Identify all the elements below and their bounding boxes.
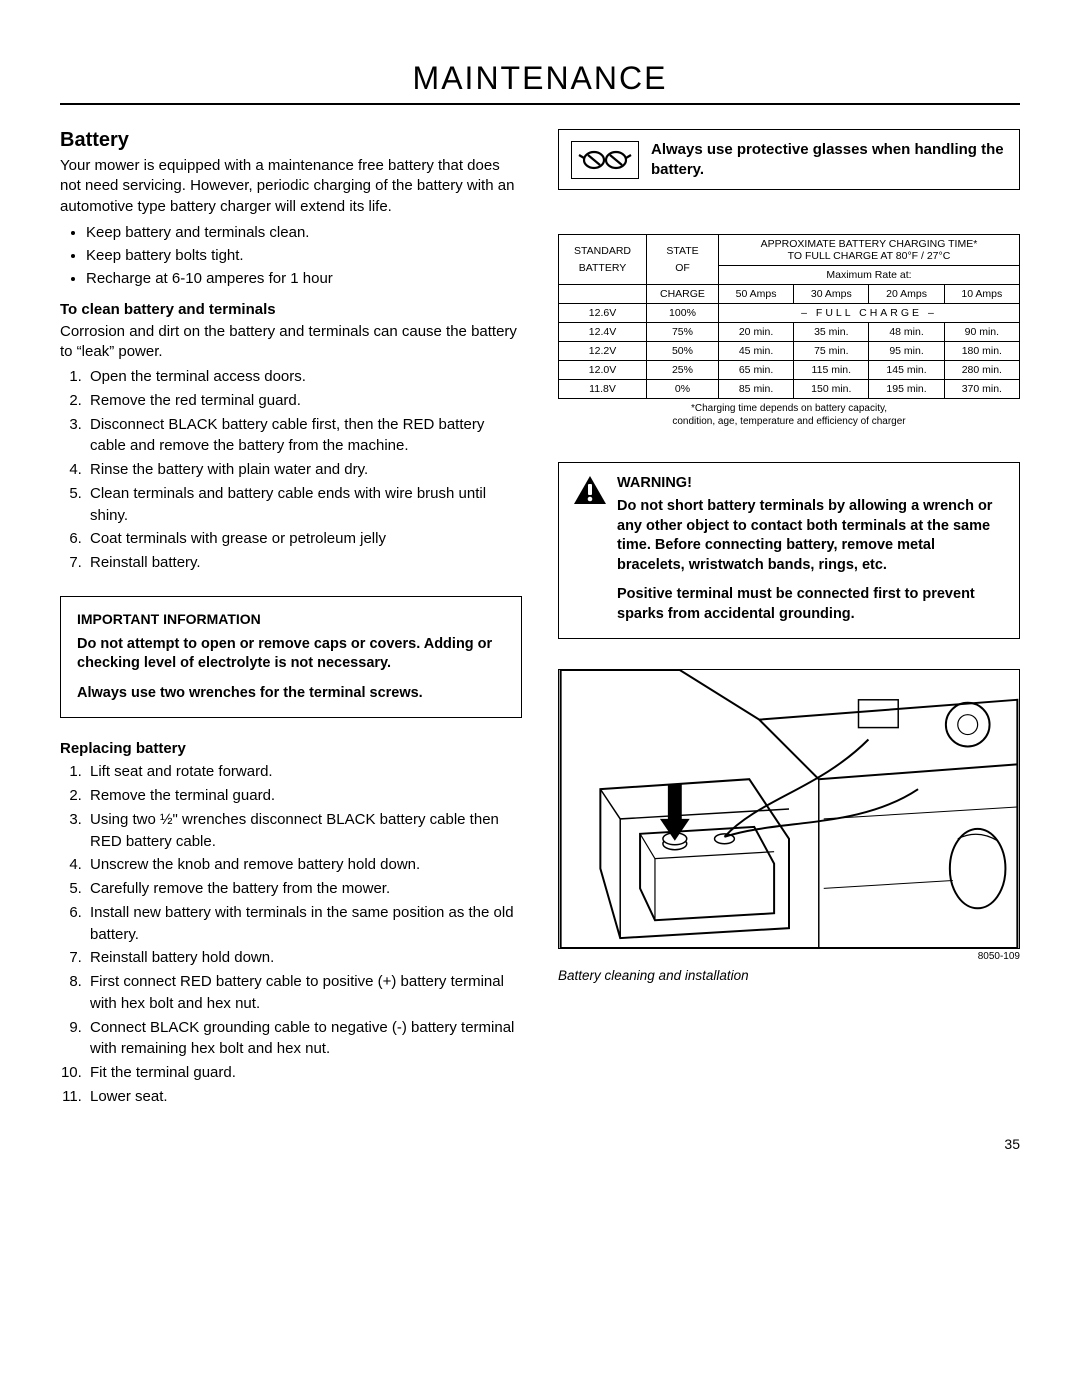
list-item: Install new battery with terminals in th…: [86, 902, 522, 946]
list-item: Fit the terminal guard.: [86, 1062, 522, 1084]
illustration-ref: 8050-109: [558, 951, 1020, 962]
list-item: Remove the red terminal guard.: [86, 390, 522, 412]
table-row: 12.4V 75% 20 min. 35 min. 48 min. 90 min…: [559, 323, 1020, 342]
cell: 50%: [647, 342, 719, 361]
cell-full: – FULL CHARGE –: [718, 304, 1019, 323]
th-battery: BATTERY: [579, 262, 626, 274]
cell: 35 min.: [794, 323, 869, 342]
list-item: Using two ½" wrenches disconnect BLACK b…: [86, 809, 522, 853]
replace-heading: Replacing battery: [60, 740, 522, 757]
cell: 12.4V: [559, 323, 647, 342]
table-row: 11.8V 0% 85 min. 150 min. 195 min. 370 m…: [559, 380, 1020, 399]
battery-illustration: [558, 669, 1020, 949]
th-rate: 50 Amps: [718, 285, 793, 304]
cell: 85 min.: [718, 380, 793, 399]
cell: 25%: [647, 361, 719, 380]
cell: 180 min.: [944, 342, 1019, 361]
list-item: Clean terminals and battery cable ends w…: [86, 483, 522, 527]
cell: 65 min.: [718, 361, 793, 380]
clean-steps: Open the terminal access doors. Remove t…: [86, 366, 522, 574]
list-item: Disconnect BLACK battery cable first, th…: [86, 414, 522, 458]
cell: 0%: [647, 380, 719, 399]
cell: 370 min.: [944, 380, 1019, 399]
cell: 195 min.: [869, 380, 944, 399]
clean-intro: Corrosion and dirt on the battery and te…: [60, 322, 522, 363]
cell: 100%: [647, 304, 719, 323]
charging-table: STANDARD BATTERY STATE OF APPROXIMATE BATT…: [558, 234, 1020, 399]
important-info-p2: Always use two wrenches for the terminal…: [77, 684, 505, 704]
cell: 115 min.: [794, 361, 869, 380]
illustration-caption: Battery cleaning and installation: [558, 968, 1020, 983]
important-info-box: IMPORTANT INFORMATION Do not attempt to …: [60, 596, 522, 719]
th-charge: CHARGE: [647, 285, 719, 304]
replace-steps: Lift seat and rotate forward. Remove the…: [86, 761, 522, 1107]
bullet-item: Keep battery and terminals clean.: [86, 221, 522, 244]
cell: 75 min.: [794, 342, 869, 361]
cell: 45 min.: [718, 342, 793, 361]
cell: 145 min.: [869, 361, 944, 380]
list-item: Reinstall battery.: [86, 552, 522, 574]
glasses-icon-frame: [571, 141, 639, 179]
glasses-icon: [578, 148, 632, 172]
warning-p1: Do not short battery terminals by allowi…: [617, 497, 1005, 575]
list-item: Open the terminal access doors.: [86, 366, 522, 388]
page-number: 35: [60, 1136, 1020, 1152]
important-info-title: IMPORTANT INFORMATION: [77, 611, 505, 627]
list-item: Unscrew the knob and remove battery hold…: [86, 854, 522, 876]
th-approx: APPROXIMATE BATTERY CHARGING TIME* TO FU…: [718, 235, 1019, 266]
th-maxrate: Maximum Rate at:: [718, 266, 1019, 285]
th-of: OF: [675, 262, 690, 274]
cell: 11.8V: [559, 380, 647, 399]
left-column: Battery Your mower is equipped with a ma…: [60, 129, 522, 1110]
battery-heading: Battery: [60, 129, 522, 152]
glasses-callout: Always use protective glasses when handl…: [558, 129, 1020, 190]
table-footnote: *Charging time depends on battery capaci…: [558, 403, 1020, 428]
th-state: STATE: [666, 245, 698, 257]
th-rate: 20 Amps: [869, 285, 944, 304]
warning-box: WARNING! Do not short battery terminals …: [558, 462, 1020, 639]
list-item: Rinse the battery with plain water and d…: [86, 459, 522, 481]
cell: 12.2V: [559, 342, 647, 361]
battery-bullets: Keep battery and terminals clean. Keep b…: [86, 221, 522, 291]
cell: 20 min.: [718, 323, 793, 342]
table-row: 12.0V 25% 65 min. 115 min. 145 min. 280 …: [559, 361, 1020, 380]
warning-p2: Positive terminal must be connected firs…: [617, 585, 1005, 624]
th-standard: STANDARD: [574, 245, 631, 257]
cell: 12.0V: [559, 361, 647, 380]
cell: 95 min.: [869, 342, 944, 361]
important-info-p1: Do not attempt to open or remove caps or…: [77, 635, 505, 674]
warning-icon: [573, 475, 607, 505]
cell: 150 min.: [794, 380, 869, 399]
list-item: Carefully remove the battery from the mo…: [86, 878, 522, 900]
battery-intro: Your mower is equipped with a maintenanc…: [60, 156, 522, 217]
content-columns: Battery Your mower is equipped with a ma…: [60, 129, 1020, 1110]
list-item: Connect BLACK grounding cable to negativ…: [86, 1017, 522, 1061]
right-column: Always use protective glasses when handl…: [558, 129, 1020, 1110]
clean-heading: To clean battery and terminals: [60, 301, 522, 318]
glasses-text: Always use protective glasses when handl…: [651, 140, 1007, 179]
th-rate: 30 Amps: [794, 285, 869, 304]
battery-diagram-svg: [559, 670, 1019, 948]
list-item: Reinstall battery hold down.: [86, 947, 522, 969]
cell: 48 min.: [869, 323, 944, 342]
list-item: Lower seat.: [86, 1086, 522, 1108]
list-item: First connect RED battery cable to posit…: [86, 971, 522, 1015]
cell: 12.6V: [559, 304, 647, 323]
table-row: 12.2V 50% 45 min. 75 min. 95 min. 180 mi…: [559, 342, 1020, 361]
bullet-item: Keep battery bolts tight.: [86, 244, 522, 267]
cell: 90 min.: [944, 323, 1019, 342]
cell: 75%: [647, 323, 719, 342]
cell: 280 min.: [944, 361, 1019, 380]
warning-title: WARNING!: [617, 475, 1005, 491]
list-item: Lift seat and rotate forward.: [86, 761, 522, 783]
list-item: Coat terminals with grease or petroleum …: [86, 528, 522, 550]
list-item: Remove the terminal guard.: [86, 785, 522, 807]
th-rate: 10 Amps: [944, 285, 1019, 304]
page-title: MAINTENANCE: [60, 60, 1020, 105]
table-row: 12.6V 100% – FULL CHARGE –: [559, 304, 1020, 323]
bullet-item: Recharge at 6-10 amperes for 1 hour: [86, 267, 522, 290]
